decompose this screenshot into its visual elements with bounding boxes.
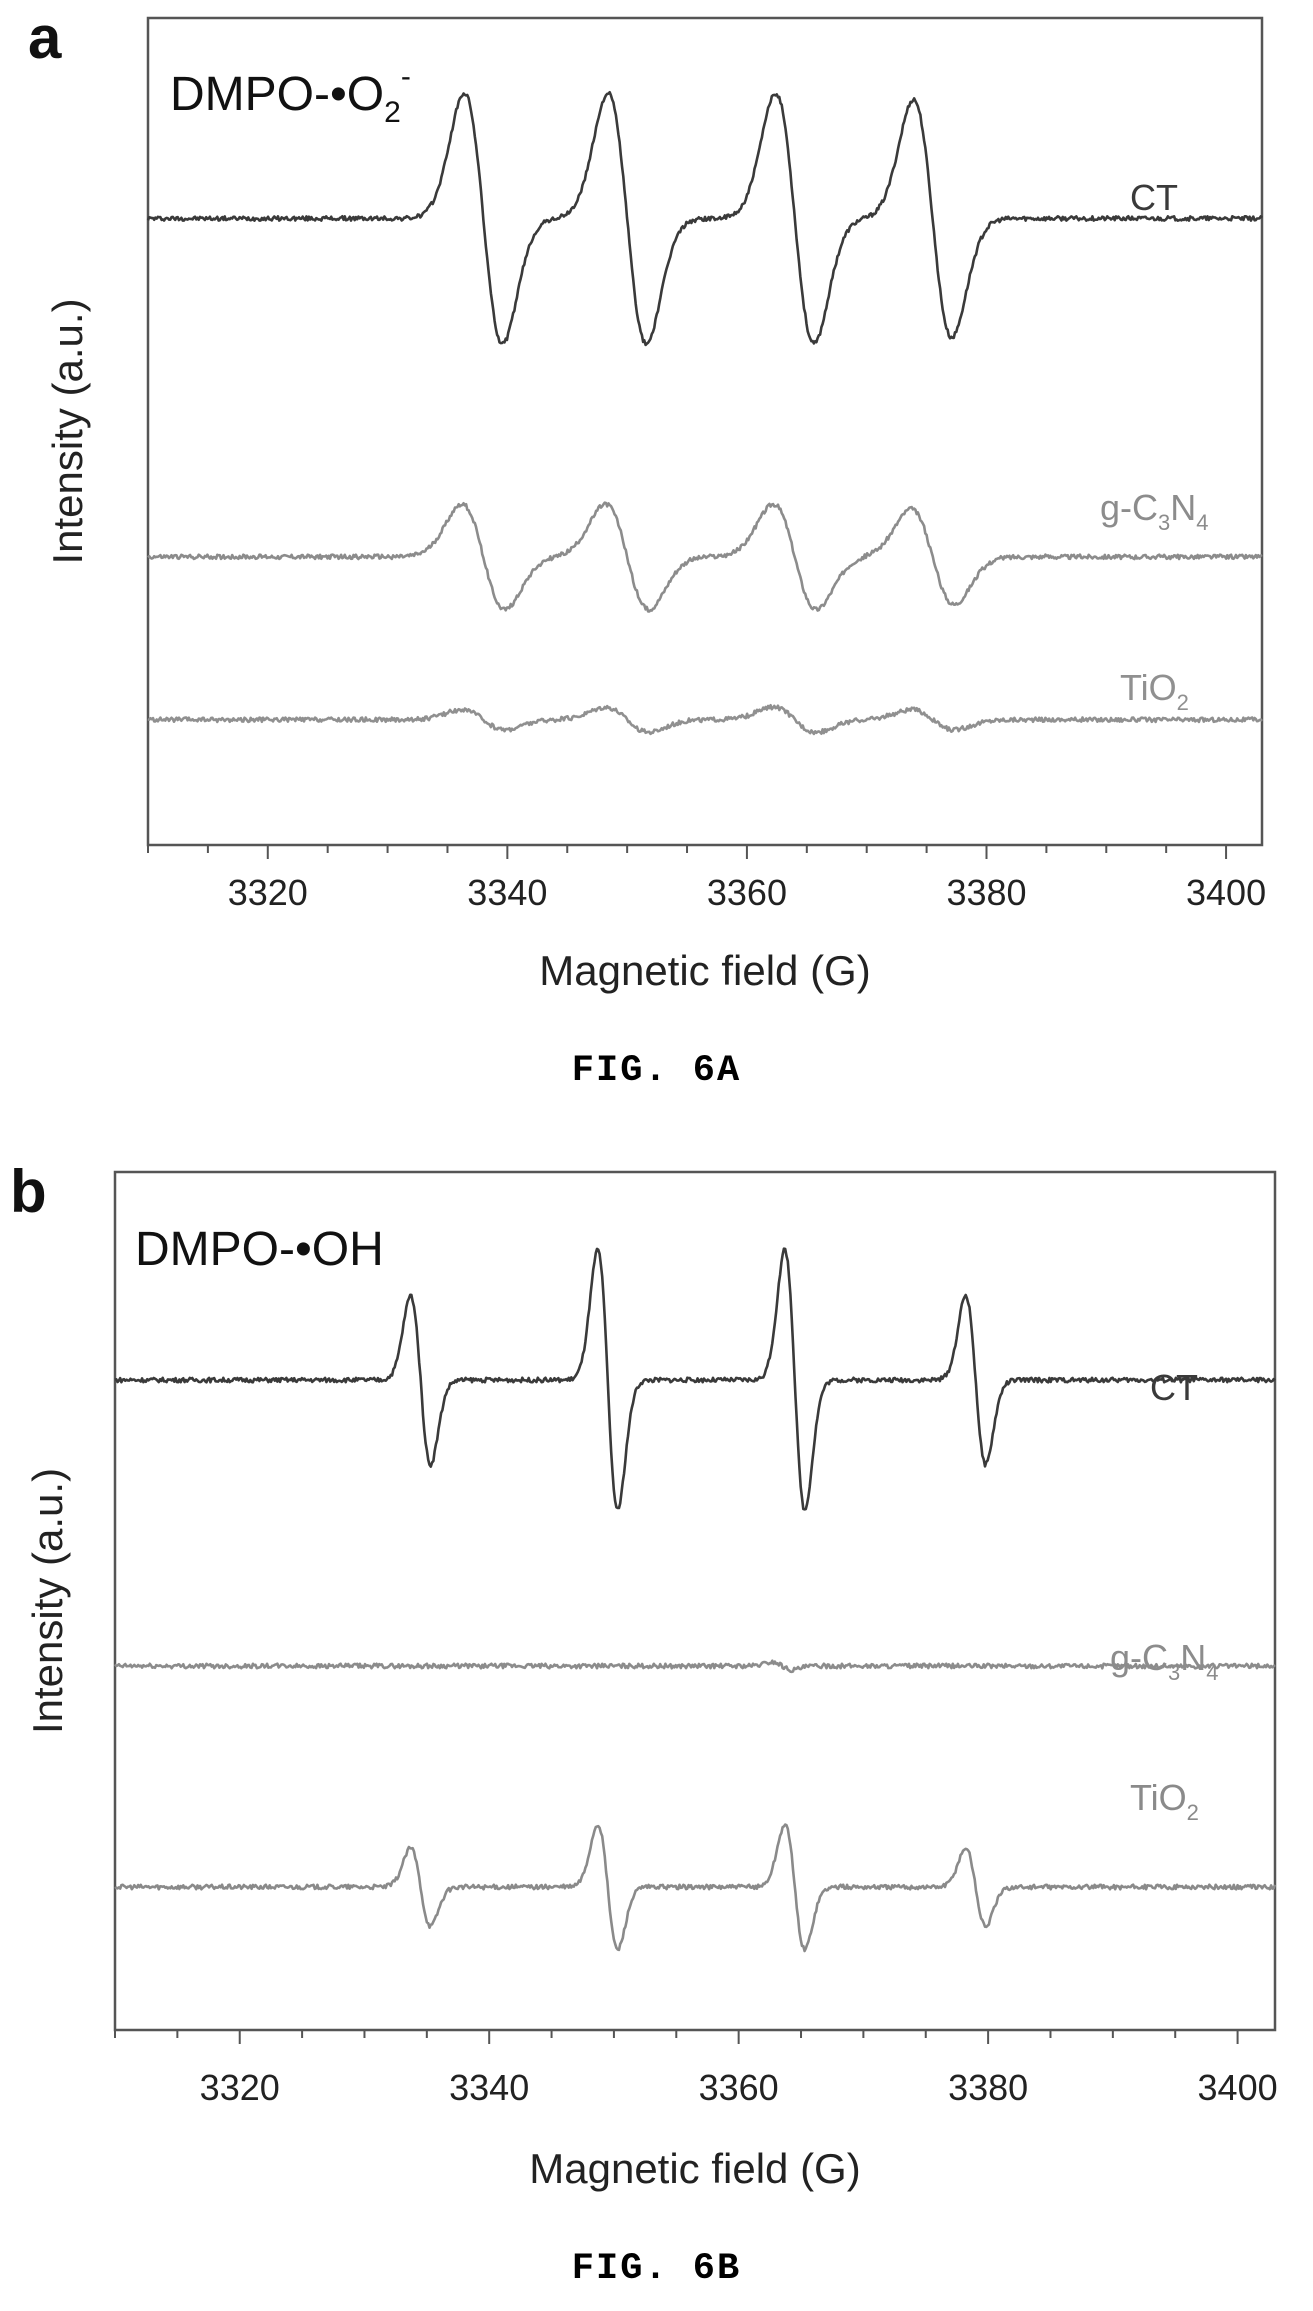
series-line-ct — [146, 90, 1263, 347]
series-label: g-C3N4 — [1100, 487, 1209, 535]
series-line-tio2 — [147, 703, 1263, 736]
figure-caption-6b: FIG. 6B — [571, 2248, 742, 2290]
series-line-ct — [114, 1247, 1276, 1511]
x-tick-label: 3380 — [948, 2067, 1028, 2108]
x-tick-label: 3340 — [449, 2067, 529, 2108]
panel-letter: a — [28, 4, 62, 71]
x-tick-label: 3400 — [1186, 872, 1266, 913]
epr-chart-a: a DMPO-•O2- 3320 3340 3360 3380 3400 Magnetic f… — [28, 4, 1266, 994]
series-label: CT — [1130, 177, 1178, 218]
panel-letter: b — [10, 1158, 47, 1225]
x-tick-label: 3380 — [946, 872, 1026, 913]
x-axis-label: Magnetic field (G) — [539, 947, 870, 994]
series-line-g-c3n4 — [113, 1659, 1276, 1674]
series-label: g-C3N4 — [1110, 1637, 1219, 1685]
epr-chart-b: b DMPO-•OH 3320 3340 3360 3380 3400 Magnetic fi… — [10, 1158, 1278, 2192]
inset-label: DMPO-•O2- — [170, 60, 411, 129]
plot-frame — [146, 16, 1264, 847]
series-label: TiO2 — [1120, 667, 1189, 715]
x-tick-label: 3360 — [699, 2067, 779, 2108]
plot-frame — [113, 1170, 1277, 2032]
figure-6b: b DMPO-•OH 3320 3340 3360 3380 3400 Magnetic fi… — [0, 1150, 1313, 2311]
x-tick-label: 3340 — [467, 872, 547, 913]
series-label: CT — [1150, 1367, 1198, 1408]
figure-6a: a DMPO-•O2- 3320 3340 3360 3380 3400 Magnetic f… — [0, 0, 1313, 1150]
x-tick-label: 3320 — [228, 872, 308, 913]
x-axis-label: Magnetic field (G) — [529, 2145, 860, 2192]
x-tick-label: 3360 — [707, 872, 787, 913]
series-line-tio2 — [114, 1823, 1277, 1953]
y-axis-label: Intensity (a.u.) — [44, 298, 91, 564]
series-label: TiO2 — [1130, 1777, 1199, 1825]
inset-label: DMPO-•OH — [135, 1223, 384, 1276]
x-tick-label: 3400 — [1198, 2067, 1278, 2108]
y-axis-label: Intensity (a.u.) — [24, 1468, 71, 1734]
x-tick-label: 3320 — [200, 2067, 280, 2108]
figure-caption-6a: FIG. 6A — [571, 1050, 742, 1092]
series-line-g-c3n4 — [147, 501, 1263, 613]
